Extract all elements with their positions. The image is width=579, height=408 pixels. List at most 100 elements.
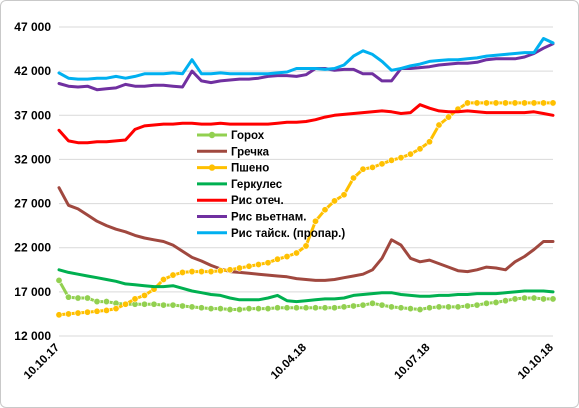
x-tick-label: 10.04.18 (269, 341, 310, 382)
data-point (359, 301, 367, 309)
data-point (55, 276, 63, 284)
legend-item: Рис вьетнам. (197, 212, 306, 224)
data-point (311, 217, 319, 225)
data-point (141, 300, 149, 308)
data-point (330, 197, 338, 205)
data-point (188, 268, 196, 276)
y-tick-label: 47 000 (14, 20, 51, 34)
data-point (425, 138, 433, 146)
data-point (511, 295, 519, 303)
data-point (207, 268, 215, 276)
data-point (435, 303, 443, 311)
legend: Горох Гречка Пшено Геркулес Рис отеч. Рис вье… (197, 130, 345, 240)
data-point (444, 113, 452, 121)
data-point (112, 305, 120, 313)
data-point (169, 301, 177, 309)
data-point (530, 99, 538, 107)
data-point (482, 299, 490, 307)
data-point (549, 295, 557, 303)
data-point (292, 249, 300, 257)
data-point (473, 99, 481, 107)
data-point (141, 291, 149, 299)
data-point (425, 304, 433, 312)
data-point (65, 293, 73, 301)
data-point (330, 304, 338, 312)
y-tick-label: 12 000 (14, 329, 51, 343)
y-tick-label: 27 000 (14, 197, 51, 211)
data-point (93, 307, 101, 315)
data-point (255, 260, 263, 268)
data-point (378, 301, 386, 309)
legend-item: Пшено (197, 163, 269, 175)
data-point (321, 304, 329, 312)
series-line (57, 42, 555, 92)
data-point (501, 99, 509, 107)
data-point (473, 301, 481, 309)
data-point (349, 174, 357, 182)
data-point (226, 306, 234, 314)
data-point (463, 99, 471, 107)
data-point (84, 294, 92, 302)
data-point (122, 300, 130, 308)
legend-label: Горох (231, 130, 265, 142)
data-point (273, 304, 281, 312)
data-point (368, 163, 376, 171)
data-point (264, 259, 272, 267)
data-point (368, 299, 376, 307)
y-tick-label: 32 000 (14, 152, 51, 166)
data-point (302, 242, 310, 250)
y-tick-label: 42 000 (14, 64, 51, 78)
data-point (397, 154, 405, 162)
data-point (264, 305, 272, 313)
data-point (482, 99, 490, 107)
x-tick-label: 10.10.18 (516, 341, 557, 382)
data-point (74, 309, 82, 317)
y-tick-label: 37 000 (14, 108, 51, 122)
data-point (236, 306, 244, 314)
data-point (359, 165, 367, 173)
data-point (435, 121, 443, 129)
data-point (150, 300, 158, 308)
data-point (530, 294, 538, 302)
legend-marker (208, 131, 216, 139)
legend-item: Рис тайск. (пропар.) (197, 228, 345, 240)
series-group (57, 268, 555, 304)
data-point (160, 275, 168, 283)
x-axis-ticks: 10.10.17 10.04.18 10.07.18 10.10.18 (22, 341, 557, 382)
legend-item: Геркулес (197, 179, 283, 191)
data-point (169, 271, 177, 279)
data-point (245, 262, 253, 270)
data-point (416, 145, 424, 153)
data-point (492, 298, 500, 306)
data-point (444, 303, 452, 311)
data-point (397, 304, 405, 312)
data-point (103, 306, 111, 314)
data-point (55, 311, 63, 319)
data-point (198, 304, 206, 312)
data-point (321, 206, 329, 214)
data-point (65, 310, 73, 318)
data-point (539, 99, 547, 107)
series-group (55, 99, 557, 319)
series-group (57, 186, 555, 282)
data-point (492, 99, 500, 107)
data-point (549, 99, 557, 107)
y-tick-label: 17 000 (14, 285, 51, 299)
series-group (57, 103, 555, 145)
data-point (103, 298, 111, 306)
data-point (283, 304, 291, 312)
data-point (160, 301, 168, 309)
data-point (93, 298, 101, 306)
data-point (406, 305, 414, 313)
data-point (207, 305, 215, 313)
legend-label: Гречка (231, 146, 270, 158)
data-point (236, 264, 244, 272)
series-group (55, 276, 557, 314)
data-point (84, 308, 92, 316)
legend-label: Рис отеч. (231, 195, 284, 207)
x-tick-label: 10.07.18 (392, 341, 433, 382)
legend-marker (208, 164, 216, 171)
data-point (340, 303, 348, 311)
